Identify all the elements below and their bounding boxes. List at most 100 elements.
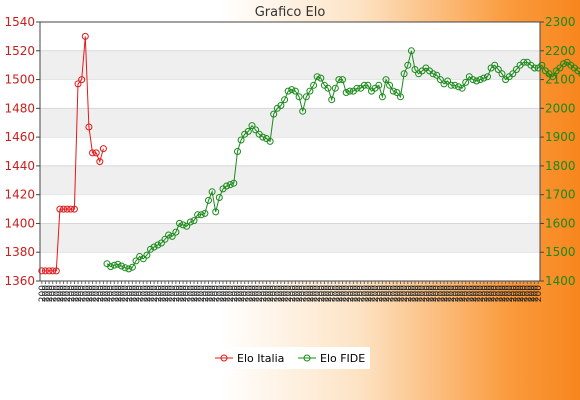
right-axis-tick-label: 1700 — [545, 188, 576, 202]
x-axis-tick-label: 200 — [509, 285, 519, 302]
data-point-elo-fide — [266, 137, 274, 145]
data-point-elo-fide — [531, 64, 539, 72]
x-axis-tick-label: 200 — [404, 285, 414, 302]
data-point-elo-fide — [411, 66, 419, 73]
x-axis-tick-label: 200 — [534, 285, 544, 302]
data-point-elo-fide — [306, 87, 314, 95]
x-axis-tick-label: 200 — [266, 285, 276, 302]
data-point-elo-italia — [74, 80, 82, 88]
data-point-elo-fide — [451, 81, 459, 89]
x-axis-tick-label: 200 — [407, 285, 417, 302]
x-axis-tick-label: 200 — [237, 285, 247, 302]
data-point-elo-italia — [38, 267, 46, 275]
data-point-elo-italia — [63, 205, 71, 213]
grid-band — [40, 223, 540, 253]
x-axis-tick-label: 200 — [375, 285, 385, 302]
x-axis-tick-label: 200 — [121, 285, 131, 302]
data-point-elo-fide — [498, 70, 506, 78]
x-axis-tick-label: 200 — [342, 285, 352, 302]
data-point-elo-fide — [244, 127, 252, 135]
x-axis-tick-label: 200 — [465, 285, 475, 302]
x-axis-tick-label: 200 — [284, 285, 294, 302]
data-point-elo-fide — [382, 76, 390, 84]
data-point-elo-italia — [52, 267, 60, 275]
x-axis-tick-label: 200 — [516, 285, 526, 302]
x-axis-tick-label: 200 — [331, 285, 341, 302]
x-axis-tick-label: 200 — [317, 285, 327, 302]
data-point-elo-fide — [335, 76, 343, 84]
left-axis: 1360 1380 1400 1420 1440 1460 1480 1500 1520 1540 — [4, 15, 40, 288]
x-axis-tick-label: 200 — [349, 285, 359, 302]
data-point-elo-fide — [284, 87, 292, 95]
data-point-elo-fide — [248, 122, 256, 130]
left-axis-tick-label: 1380 — [4, 245, 35, 259]
x-axis-tick-label: 200 — [440, 285, 450, 302]
x-axis-tick-label: 200 — [281, 285, 291, 302]
legend-marker-elo-italia — [220, 354, 228, 362]
x-axis-tick-label: 200 — [125, 285, 135, 302]
data-point-elo-fide — [183, 222, 191, 230]
right-axis-tick-label: 2000 — [545, 101, 576, 115]
x-axis-tick-label: 200 — [143, 285, 153, 302]
data-point-elo-italia — [56, 205, 64, 213]
legend-marker-elo-fide — [303, 354, 311, 362]
x-axis-tick-label: 200 — [230, 285, 240, 302]
x-axis-tick-label: 200 — [233, 285, 243, 302]
data-point-elo-fide — [143, 251, 151, 259]
x-axis: 2002002002002002002002002002002002002002… — [38, 281, 544, 302]
data-point-elo-fide — [157, 239, 165, 247]
x-axis-tick-label: 200 — [371, 285, 381, 302]
right-axis-tick-label: 1900 — [545, 130, 576, 144]
data-point-elo-fide — [469, 76, 477, 84]
x-axis-tick-label: 200 — [70, 285, 80, 302]
x-axis-tick-label: 200 — [523, 285, 533, 302]
data-point-elo-fide — [150, 243, 158, 251]
grid-band — [40, 50, 540, 80]
x-axis-tick-label: 200 — [400, 285, 410, 302]
left-axis-tick-label: 1540 — [4, 15, 35, 29]
x-axis-tick-label: 200 — [78, 285, 88, 302]
x-axis-tick-label: 200 — [52, 285, 62, 302]
data-point-elo-fide — [118, 262, 125, 270]
x-axis-tick-label: 200 — [291, 285, 301, 302]
data-point-elo-fide — [168, 232, 176, 240]
x-axis-tick-label: 200 — [335, 285, 345, 302]
x-axis-tick-label: 200 — [313, 285, 323, 302]
x-axis-tick-label: 200 — [252, 285, 262, 302]
grid-band — [40, 108, 540, 138]
right-axis-tick-label: 2300 — [545, 15, 576, 29]
right-axis-tick-label: 1800 — [545, 159, 576, 173]
data-point-elo-italia — [96, 158, 104, 166]
x-axis-tick-label: 200 — [92, 285, 102, 302]
data-point-elo-italia — [85, 123, 93, 131]
x-axis-tick-label: 200 — [433, 285, 443, 302]
x-axis-tick-label: 200 — [154, 285, 164, 302]
x-axis-tick-label: 200 — [429, 285, 439, 302]
data-point-elo-fide — [397, 93, 404, 101]
x-axis-tick-label: 200 — [208, 285, 218, 302]
data-point-elo-fide — [447, 81, 455, 89]
data-point-elo-fide — [234, 148, 241, 155]
x-axis-tick-label: 200 — [161, 285, 171, 302]
data-point-elo-fide — [400, 70, 408, 78]
x-axis-tick-label: 200 — [215, 285, 225, 302]
x-axis-tick-label: 200 — [473, 285, 483, 302]
x-axis-tick-label: 200 — [295, 285, 305, 302]
chart-title: Grafico Elo — [255, 5, 326, 20]
x-axis-tick-label: 200 — [244, 285, 254, 302]
x-axis-tick-label: 200 — [393, 285, 403, 302]
data-point-elo-fide — [277, 102, 285, 109]
x-axis-tick-label: 200 — [172, 285, 182, 302]
data-point-elo-fide — [444, 77, 452, 85]
x-axis-tick-label: 200 — [425, 285, 435, 302]
data-point-elo-fide — [346, 87, 354, 95]
left-axis-tick-label: 1400 — [4, 216, 35, 230]
right-axis-tick-label: 2200 — [545, 44, 576, 58]
data-point-elo-fide — [252, 126, 260, 134]
x-axis-tick-label: 200 — [411, 285, 421, 302]
x-axis-tick-label: 200 — [157, 285, 167, 302]
data-point-elo-fide — [389, 87, 397, 95]
data-point-elo-fide — [433, 71, 441, 79]
data-point-elo-fide — [476, 76, 484, 84]
grid — [40, 21, 540, 253]
